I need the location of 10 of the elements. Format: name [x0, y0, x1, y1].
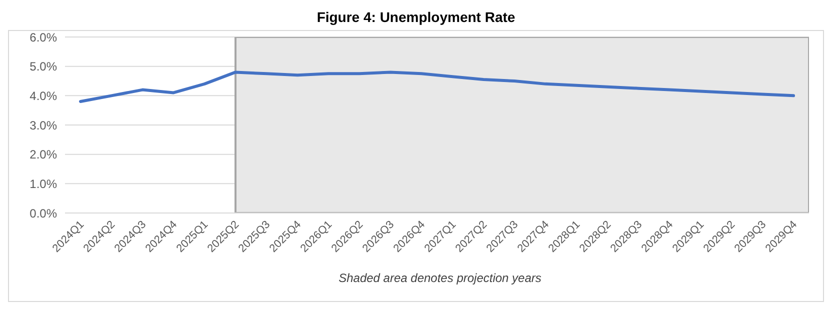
y-tick-label: 0.0% — [30, 206, 58, 220]
y-tick-label: 1.0% — [30, 176, 58, 191]
chart-title: Figure 4: Unemployment Rate — [316, 8, 516, 27]
y-tick-label: 3.0% — [30, 118, 58, 132]
y-tick-label: 5.0% — [30, 60, 58, 74]
y-tick-label: 4.0% — [30, 88, 58, 103]
y-tick-label: 2.0% — [30, 148, 58, 162]
text: Shaded area denotes projection years — [338, 271, 542, 285]
line-series — [79, 70, 795, 104]
y-tick-label: 6.0% — [30, 30, 58, 44]
